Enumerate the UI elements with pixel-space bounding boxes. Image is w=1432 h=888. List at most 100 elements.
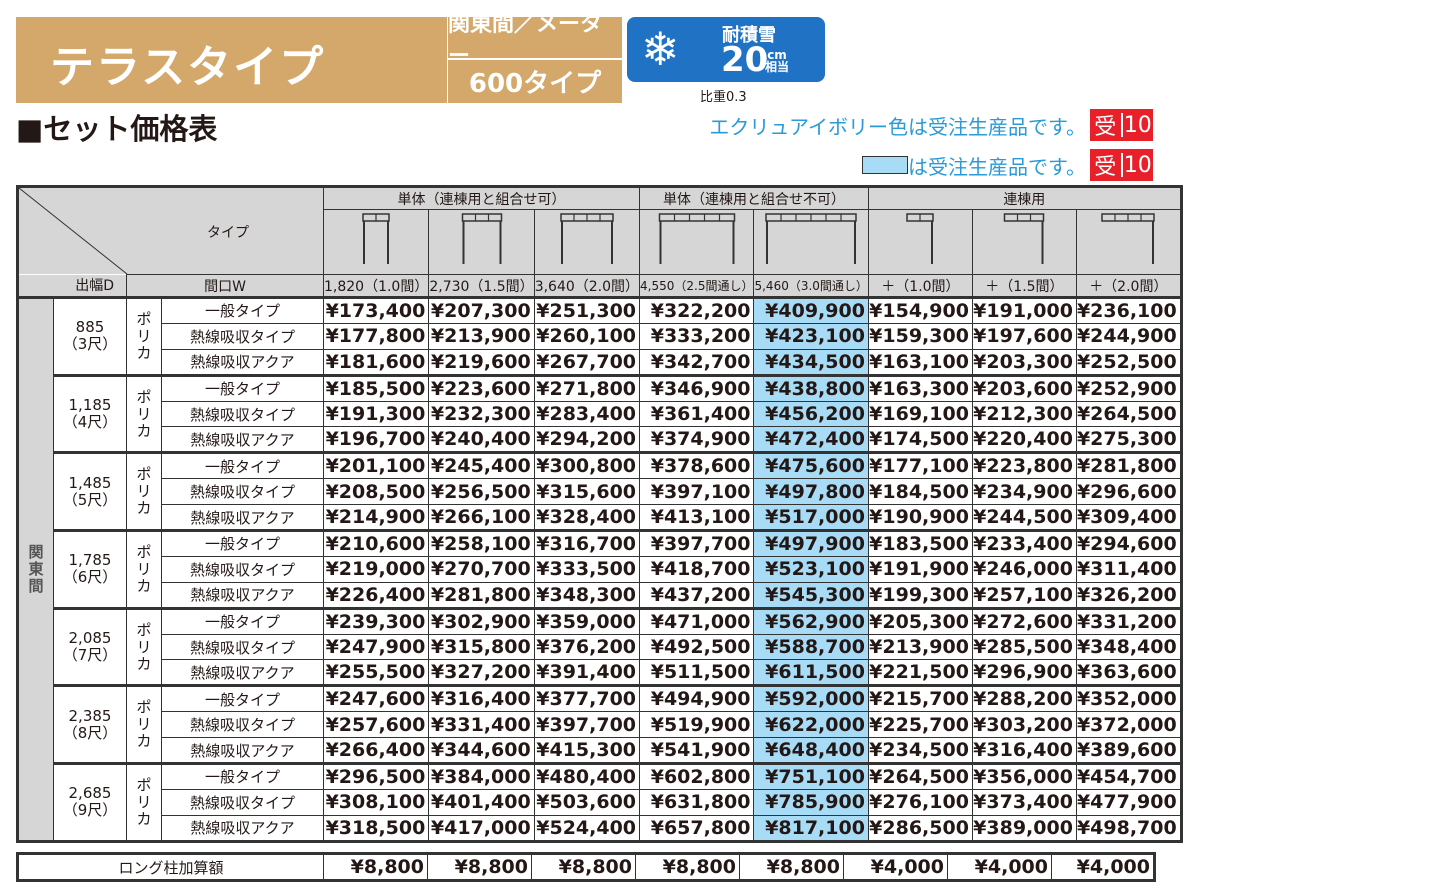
table-row: 熱線吸収タイプ ¥191,300 ¥232,300 ¥283,400 ¥361,400 ¥… (18, 400, 1182, 428)
price-cell: ¥648,400 (753, 737, 869, 765)
price-cell: ¥177,100 (867, 451, 973, 480)
price-cell: ¥356,000 (971, 762, 1077, 790)
price-cell: ¥472,400 (753, 426, 869, 454)
price-cell: ¥281,800 (428, 581, 535, 609)
table-row: 熱線吸収タイプ ¥177,800 ¥213,900 ¥260,100 ¥333,200 ¥… (18, 322, 1182, 350)
frame-diagram-cell (639, 209, 755, 275)
price-cell: ¥303,200 (971, 711, 1077, 739)
product-spec-box: 関東間／メーター 600タイプ (448, 12, 622, 103)
price-cell: ¥181,600 (322, 348, 430, 376)
roof-type-cell: 一般タイプ (161, 296, 324, 324)
column-width-header: 1,820（1.0間） (322, 274, 430, 298)
made-to-order-badge: 受 10 (1090, 149, 1153, 181)
price-cell: ¥255,500 (322, 659, 430, 687)
table-row: 熱線吸収タイプ ¥219,000 ¥270,700 ¥333,500 ¥418,700 ¥… (18, 555, 1182, 583)
depth-cell: 2,385 （8尺） (53, 684, 127, 765)
price-cell: ¥169,100 (867, 400, 973, 428)
price-cell: ¥331,400 (428, 711, 535, 739)
price-cell: ¥296,600 (1075, 478, 1182, 506)
price-cell: ¥214,900 (322, 504, 430, 532)
price-cell: ¥545,300 (753, 581, 869, 609)
price-cell: ¥361,400 (639, 400, 755, 428)
long-post-price: ¥8,800 (427, 853, 532, 881)
table-row: 1,485 （5尺） ポリカ 一般タイプ ¥201,100 ¥245,400 ¥300,80… (18, 451, 1182, 532)
long-post-price: ¥4,000 (1051, 853, 1155, 881)
roof-type-cell: 熱線吸収タイプ (161, 555, 324, 583)
made-to-order-badge: 受 10 (1090, 109, 1153, 141)
table-row: 2,385 （8尺） ポリカ 一般タイプ ¥247,600 ¥316,400 ¥377,70… (18, 684, 1182, 765)
highlight-swatch (862, 156, 908, 174)
price-cell: ¥177,800 (322, 322, 430, 350)
price-cell: ¥208,500 (322, 478, 430, 506)
price-cell: ¥480,400 (533, 762, 641, 790)
price-cell: ¥389,000 (971, 814, 1077, 842)
badge-right: 10 (1123, 152, 1152, 178)
price-cell: ¥247,600 (322, 684, 430, 713)
depth-cell: 1,485 （5尺） (53, 451, 127, 532)
price-cell: ¥415,300 (533, 737, 641, 765)
price-cell: ¥397,700 (533, 711, 641, 739)
price-cell: ¥223,600 (428, 373, 535, 402)
price-cell: ¥234,900 (971, 478, 1077, 506)
price-cell: ¥276,100 (867, 788, 973, 816)
price-cell: ¥272,600 (971, 606, 1077, 635)
price-cell: ¥751,100 (753, 762, 869, 790)
note-highlight: は受注生産品です。 (908, 155, 1086, 179)
price-cell: ¥318,500 (322, 814, 430, 842)
table-row: 関東間 885 （3尺） ポリカ 一般タイプ ¥173,400 ¥207,300 ¥251,3… (17, 296, 1182, 842)
roof-type-cell: 熱線吸収タイプ (161, 478, 324, 506)
material-label: ポリカ (136, 542, 152, 595)
material-cell: ポリカ (126, 684, 162, 765)
region-label: 関東間／メーター (448, 12, 622, 69)
price-cell: ¥471,000 (639, 606, 755, 635)
material-cell: ポリカ (126, 529, 162, 609)
price-cell: ¥257,600 (322, 711, 430, 739)
price-cell: ¥251,300 (533, 296, 641, 324)
price-cell: ¥602,800 (639, 762, 755, 790)
unit-equivalent: 相当 (765, 60, 790, 74)
frame-diagram-cell (533, 209, 641, 275)
depth-cell: 2,685 （9尺） (53, 762, 127, 842)
price-cell: ¥322,200 (639, 296, 755, 324)
roof-type-cell: 熱線吸収アクア (161, 504, 324, 532)
depth-shaku: （8尺） (62, 723, 118, 742)
price-cell: ¥266,400 (322, 737, 430, 765)
price-cell: ¥271,800 (533, 373, 641, 402)
roof-type-cell: 熱線吸収タイプ (161, 711, 324, 739)
price-cell: ¥785,900 (753, 788, 869, 816)
price-cell: ¥154,900 (867, 296, 973, 324)
roof-type-cell: 一般タイプ (161, 373, 324, 402)
table-row: 熱線吸収タイプ ¥247,900 ¥315,800 ¥376,200 ¥492,500 ¥… (18, 633, 1182, 661)
table-row: 1,185 （4尺） ポリカ 一般タイプ ¥185,500 ¥223,600 ¥271,80… (18, 373, 1182, 454)
price-cell: ¥191,900 (867, 555, 973, 583)
material-label: ポリカ (136, 698, 152, 751)
price-cell: ¥203,300 (971, 348, 1077, 376)
price-cell: ¥213,900 (428, 322, 535, 350)
price-cell: ¥203,600 (971, 373, 1077, 402)
price-cell: ¥409,900 (753, 296, 869, 324)
depth-cell: 1,185 （4尺） (53, 373, 127, 454)
material-cell: ポリカ (126, 762, 162, 842)
price-cell: ¥391,400 (533, 659, 641, 687)
price-cell: ¥434,500 (753, 348, 869, 376)
material-cell: ポリカ (126, 451, 162, 532)
price-cell: ¥207,300 (428, 296, 535, 324)
price-cell: ¥210,600 (322, 529, 430, 557)
page-title: テラスタイプ (16, 17, 447, 103)
roof-type-cell: 一般タイプ (161, 451, 324, 480)
price-cell: ¥437,200 (639, 581, 755, 609)
type-label: 600タイプ (468, 69, 602, 99)
price-cell: ¥497,900 (753, 529, 869, 557)
price-cell: ¥270,700 (428, 555, 535, 583)
price-cell: ¥631,800 (639, 788, 755, 816)
price-cell: ¥562,900 (753, 606, 869, 635)
frame-diagram-icon (1101, 213, 1156, 264)
table-row: 2,085 （7尺） ポリカ 一般タイプ ¥239,300 ¥302,900 ¥359,00… (18, 606, 1182, 687)
frame-diagram-cell (1075, 209, 1182, 275)
frame-diagram-icon (658, 213, 735, 264)
price-cell: ¥308,100 (322, 788, 430, 816)
price-cell: ¥281,800 (1075, 451, 1182, 480)
price-cell: ¥159,300 (867, 322, 973, 350)
price-cell: ¥247,900 (322, 633, 430, 661)
table-row: 熱線吸収アクア ¥181,600 ¥219,600 ¥267,700 ¥342,700 ¥… (18, 348, 1182, 376)
